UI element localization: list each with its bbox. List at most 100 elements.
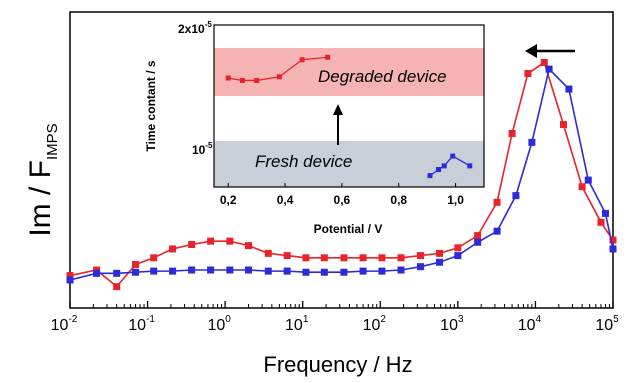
main-series-point-1 [584,176,592,184]
inset-series-group [225,54,473,179]
main-series-point-1 [113,269,121,277]
main-series-point-0 [150,254,158,262]
inset-x-tick-label: 0,8 [390,193,407,207]
main-series-point-0 [559,121,567,129]
shift-arrow [525,44,575,58]
main-series-point-0 [340,254,348,262]
main-series-point-0 [320,254,328,262]
shift-arrow-head [525,44,537,58]
main-x-tick-label: 10-1 [128,314,155,334]
main-series-point-1 [207,266,215,274]
inset-series-point-1 [467,163,473,169]
inset-x-label: Potential / V [314,222,383,236]
main-series-point-0 [378,254,386,262]
fresh-band [214,141,484,187]
main-series-point-0 [113,283,121,291]
main-series-point-1 [320,268,328,276]
main-x-tick-label: 100 [207,314,231,334]
main-series-point-1 [601,209,609,217]
main-series-point-1 [244,266,252,274]
inset-y-label: Time contant / s [144,60,158,151]
inset-x-tick-label: 0,6 [334,193,351,207]
y-axis-label-subscript: IMPS [44,123,61,160]
inset-series-point-0 [239,77,245,83]
main-x-ticks: 10-2 10-1 100 101 102 103 104 105 [51,301,619,334]
degraded-band [214,48,484,96]
main-x-tick-label: 10-2 [51,314,78,334]
main-series-point-1 [474,238,482,246]
main-series-point-1 [302,268,310,276]
main-x-tick-label: 102 [363,314,387,334]
main-series-point-1 [454,252,462,260]
main-series-point-1 [150,267,158,275]
band-label-fresh: Fresh device [255,152,352,171]
main-series-point-1 [226,266,234,274]
main-series-point-0 [540,58,548,66]
main-series-point-1 [512,192,520,200]
inset-series-point-0 [299,57,305,63]
main-series-point-0 [578,183,586,191]
main-series-point-1 [188,266,196,274]
main-series-point-1 [378,267,386,275]
main-series-point-0 [493,198,501,206]
x-axis-label: Frequency / Hz [263,352,412,377]
main-series-point-1 [283,267,291,275]
inset-series-point-0 [225,75,231,81]
main-series-point-0 [454,244,462,252]
main-series-point-0 [207,237,215,245]
main-series-point-0 [359,254,367,262]
main-series-point-0 [474,232,482,240]
inset-x-ticks: 0,2 0,4 0,6 0,8 1,0 [220,183,464,207]
main-series-point-1 [436,258,444,266]
main-series-point-1 [417,263,425,271]
main-series-point-1 [565,85,573,93]
inset-series-point-1 [450,153,456,159]
main-series-point-1 [397,266,405,274]
main-series-point-1 [528,138,536,146]
main-series-point-0 [283,252,291,260]
main-series-point-0 [226,237,234,245]
main-series-point-0 [302,254,310,262]
inset-series-point-1 [436,167,442,173]
inset-y-tick-1e-5: 10-5 [192,141,213,157]
main-series-point-0 [397,254,405,262]
inset-x-tick-label: 1,0 [447,193,464,207]
band-label-degraded: Degraded device [318,67,447,86]
main-series-point-1 [359,267,367,275]
main-series-point-1 [340,268,348,276]
main-series-point-0 [417,252,425,260]
main-series-point-0 [609,236,617,244]
inset-x-tick-label: 0,4 [277,193,294,207]
main-series-point-1 [609,245,617,253]
main-series-point-0 [244,242,252,250]
main-series-group [66,58,617,291]
degradation-arrow-head [333,104,343,115]
main-x-tick-label: 104 [518,314,542,334]
main-series-point-0 [188,240,196,248]
inset-series-point-0 [276,74,282,80]
main-series-point-1 [66,276,74,284]
inset-series-point-1 [427,173,433,179]
main-series-point-0 [66,272,74,280]
inset-y-tick-2e-5: 2x10-5 [178,20,212,36]
main-series-point-0 [508,129,516,137]
inset-series-point-0 [325,54,331,60]
main-series-point-0 [264,249,272,257]
main-plot-frame [69,11,614,309]
main-series-point-1 [132,268,140,276]
main-x-tick-label: 103 [440,314,464,334]
main-series-point-0 [436,249,444,257]
main-series-point-0 [524,70,532,78]
main-series-point-0 [132,260,140,268]
main-series-point-0 [597,218,605,226]
inset-series-point-0 [254,77,260,83]
main-series-point-1 [264,267,272,275]
inset-series-point-1 [441,163,447,169]
inset-x-tick-label: 0,2 [220,193,237,207]
main-x-tick-label: 101 [285,314,309,334]
inset-frame [213,24,485,188]
main-series-point-0 [169,245,177,253]
inset-chart: Degraded device Fresh device 2x10-5 10-5… [144,20,485,236]
main-series-point-1 [493,227,501,235]
